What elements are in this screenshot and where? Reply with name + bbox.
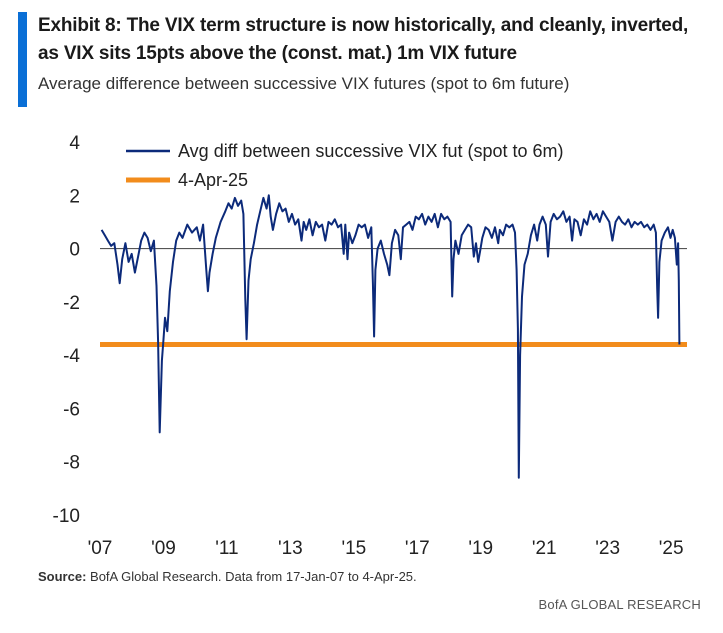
x-tick-label: '11 bbox=[215, 538, 238, 559]
y-tick-label: -8 bbox=[63, 453, 80, 474]
x-tick-label: '15 bbox=[341, 538, 366, 559]
source-label: Source: bbox=[38, 569, 87, 584]
source-text: BofA Global Research. Data from 17-Jan-0… bbox=[90, 569, 417, 584]
source-note: Source: BofA Global Research. Data from … bbox=[38, 569, 417, 584]
chart-title: Exhibit 8: The VIX term structure is now… bbox=[38, 15, 689, 64]
y-tick-label: 4 bbox=[69, 133, 80, 154]
x-tick-label: '07 bbox=[88, 538, 113, 559]
x-tick-label: '19 bbox=[468, 538, 493, 559]
x-tick-label: '17 bbox=[405, 538, 430, 559]
x-axis-labels: '07 '09 '11 '13 '15 '17 '19 '21 '23 '25 bbox=[88, 538, 684, 559]
series-line-avg-diff bbox=[100, 194, 681, 479]
legend-label-reference: 4-Apr-25 bbox=[178, 170, 248, 190]
legend: Avg diff between successive VIX fut (spo… bbox=[126, 141, 564, 190]
y-tick-label: 0 bbox=[69, 240, 80, 261]
x-tick-label: '13 bbox=[278, 538, 303, 559]
x-tick-label: '23 bbox=[595, 538, 620, 559]
chart-area: 420-2-4-6-8-10 '07'09'11'13'15'17'19'21 '… bbox=[53, 133, 687, 559]
chart-subtitle: Average difference between successive VI… bbox=[38, 74, 570, 93]
accent-bar bbox=[18, 12, 27, 107]
y-tick-label: 2 bbox=[69, 186, 80, 207]
x-tick-label: '25 bbox=[659, 538, 684, 559]
x-tick-label: '21 bbox=[532, 538, 557, 559]
y-tick-label: -4 bbox=[63, 346, 80, 367]
y-tick-label: -2 bbox=[63, 293, 80, 314]
y-tick-label: -10 bbox=[53, 506, 80, 527]
legend-label-series: Avg diff between successive VIX fut (spo… bbox=[178, 141, 564, 161]
y-axis-labels: 4 2 0 -2 -4 -6 -8 -10 bbox=[53, 133, 81, 527]
brand-footer: BofA GLOBAL RESEARCH bbox=[538, 597, 701, 612]
x-tick-label: '09 bbox=[151, 538, 176, 559]
y-tick-label: -6 bbox=[63, 399, 80, 420]
